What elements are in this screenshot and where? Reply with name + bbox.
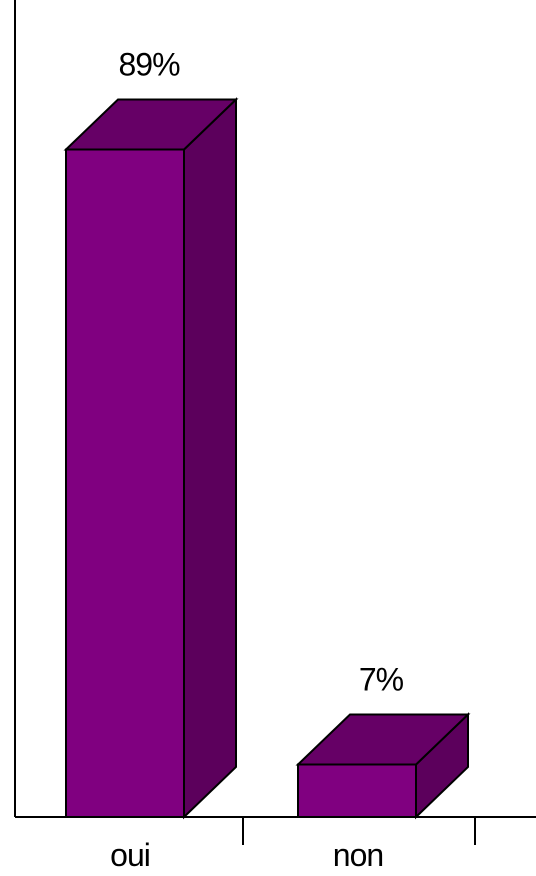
data-label-non: 7% — [359, 662, 404, 698]
data-label-oui: 89% — [118, 47, 180, 83]
bar-oui: 89% — [63, 47, 239, 820]
bars-layer: 89% 7% — [63, 47, 471, 820]
bar-front-oui — [65, 148, 185, 818]
x-tick-label-non: non — [333, 837, 383, 871]
x-tick-label-oui: oui — [110, 837, 150, 871]
bar-side-oui — [183, 97, 237, 820]
bar-non: 7% — [295, 662, 471, 820]
bar-front-non — [297, 763, 417, 818]
